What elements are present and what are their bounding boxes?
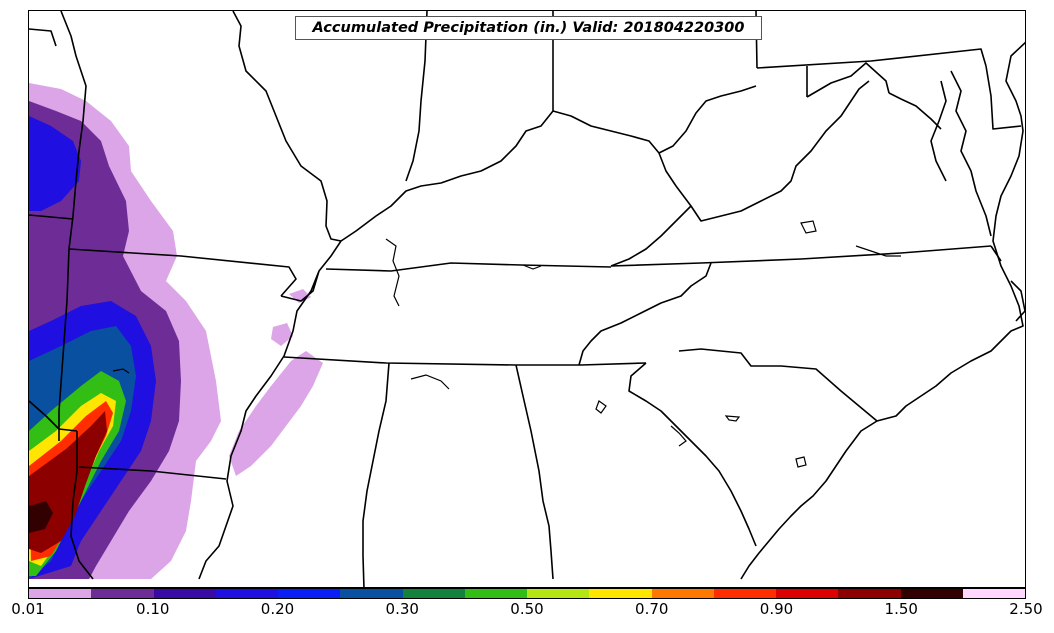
boundary-illinois-indiana	[405, 11, 428, 182]
colorbar-segment	[464, 589, 527, 598]
colorbar-tick-label: 0.30	[385, 600, 419, 618]
colorbar	[28, 588, 1026, 599]
boundary-texas-louisiana	[70, 431, 94, 580]
map-title: Accumulated Precipitation (in.) Valid: 2…	[295, 16, 762, 40]
colorbar-segment	[776, 589, 839, 598]
boundary-alabama-georgia	[515, 364, 554, 580]
colorbar-tick-label: 2.50	[1009, 600, 1043, 618]
boundary-mississippi-north	[60, 11, 87, 250]
boundary-mississippi-alabama	[362, 362, 390, 587]
precip-band-2.50	[29, 501, 53, 533]
precip-band-0.20	[29, 116, 81, 211]
colorbar-segment	[651, 589, 714, 598]
state-boundaries	[29, 11, 1025, 587]
lake-arkansas	[112, 368, 130, 374]
colorbar-segment	[278, 589, 341, 598]
colorbar-tick-label: 0.01	[11, 600, 45, 618]
colorbar-segment	[91, 589, 154, 598]
boundary-ohio-river	[340, 85, 757, 242]
colorbar-tick-label: 0.90	[759, 600, 794, 618]
colorbar-segment	[589, 589, 652, 598]
colorbar-segment	[713, 589, 776, 598]
boundary-tennessee-nc	[578, 262, 712, 366]
colorbar-tick-label: 0.70	[635, 600, 669, 618]
colorbar-segment	[838, 589, 901, 598]
lake-gaston	[855, 245, 901, 257]
colorbar-tick-label: 1.50	[884, 600, 918, 618]
map-frame: Accumulated Precipitation (in.) Valid: 2…	[28, 10, 1026, 588]
lake-carolina-2	[724, 415, 741, 422]
lake-guntersville	[410, 374, 450, 390]
lake-kentucky	[385, 238, 400, 307]
lake-reelfoot	[522, 264, 542, 270]
lakes	[112, 220, 901, 468]
precip-band-0.01-patch	[271, 323, 293, 346]
boundary-kentucky-tennessee	[325, 262, 612, 272]
colorbar-segment	[402, 589, 465, 598]
boundary-iowa-missouri	[29, 28, 57, 47]
boundary-arkansas-oklahoma	[58, 248, 70, 441]
boundary-kentucky-virginia	[610, 205, 692, 267]
colorbar-segment	[29, 589, 92, 598]
boundary-tennessee-virginia	[610, 245, 992, 267]
lake-hartwell	[670, 425, 687, 447]
precipitation-map	[29, 11, 1025, 587]
boundary-delaware	[985, 65, 1022, 130]
colorbar-segment	[900, 589, 963, 598]
boundary-wv-virginia	[658, 80, 870, 222]
colorbar-segment	[153, 589, 216, 598]
colorbar-tick-labels: 0.01 0.10 0.20 0.30 0.50 0.70 0.90 1.50 2.50	[0, 600, 1054, 630]
boundary-wv-panhandle	[806, 62, 942, 130]
lake-carolina-3	[795, 456, 807, 468]
precip-band-0.01-east-strip	[229, 351, 323, 476]
boundary-missouri-arkansas	[68, 248, 297, 297]
colorbar-tick-label: 0.20	[260, 600, 295, 618]
boundary-pennsylvania-maryland	[756, 48, 987, 69]
boundary-arkansas-louisiana	[78, 466, 227, 480]
colorbar-tick-label: 0.10	[136, 600, 170, 618]
boundary-georgia-sc	[628, 362, 757, 547]
colorbar-segment	[962, 589, 1025, 598]
lake-carolina-1	[595, 400, 607, 414]
outer-banks	[1010, 280, 1025, 322]
colorbar-segment	[527, 589, 590, 598]
boundary-missouri-arkansas-west	[29, 214, 74, 220]
colorbar-segment	[215, 589, 278, 598]
colorbar-tick-label: 0.50	[510, 600, 544, 618]
lake-kerr	[800, 220, 817, 234]
colorbar-segment	[340, 589, 403, 598]
boundary-mississippi-river-south	[198, 240, 342, 580]
boundary-tennessee-south	[283, 356, 647, 366]
atlantic-coastline	[740, 41, 1025, 580]
boundary-texas-oklahoma	[29, 400, 78, 432]
boundary-illinois-east	[232, 11, 342, 242]
chesapeake-bay	[930, 70, 992, 237]
boundary-nc-sc	[678, 348, 878, 422]
